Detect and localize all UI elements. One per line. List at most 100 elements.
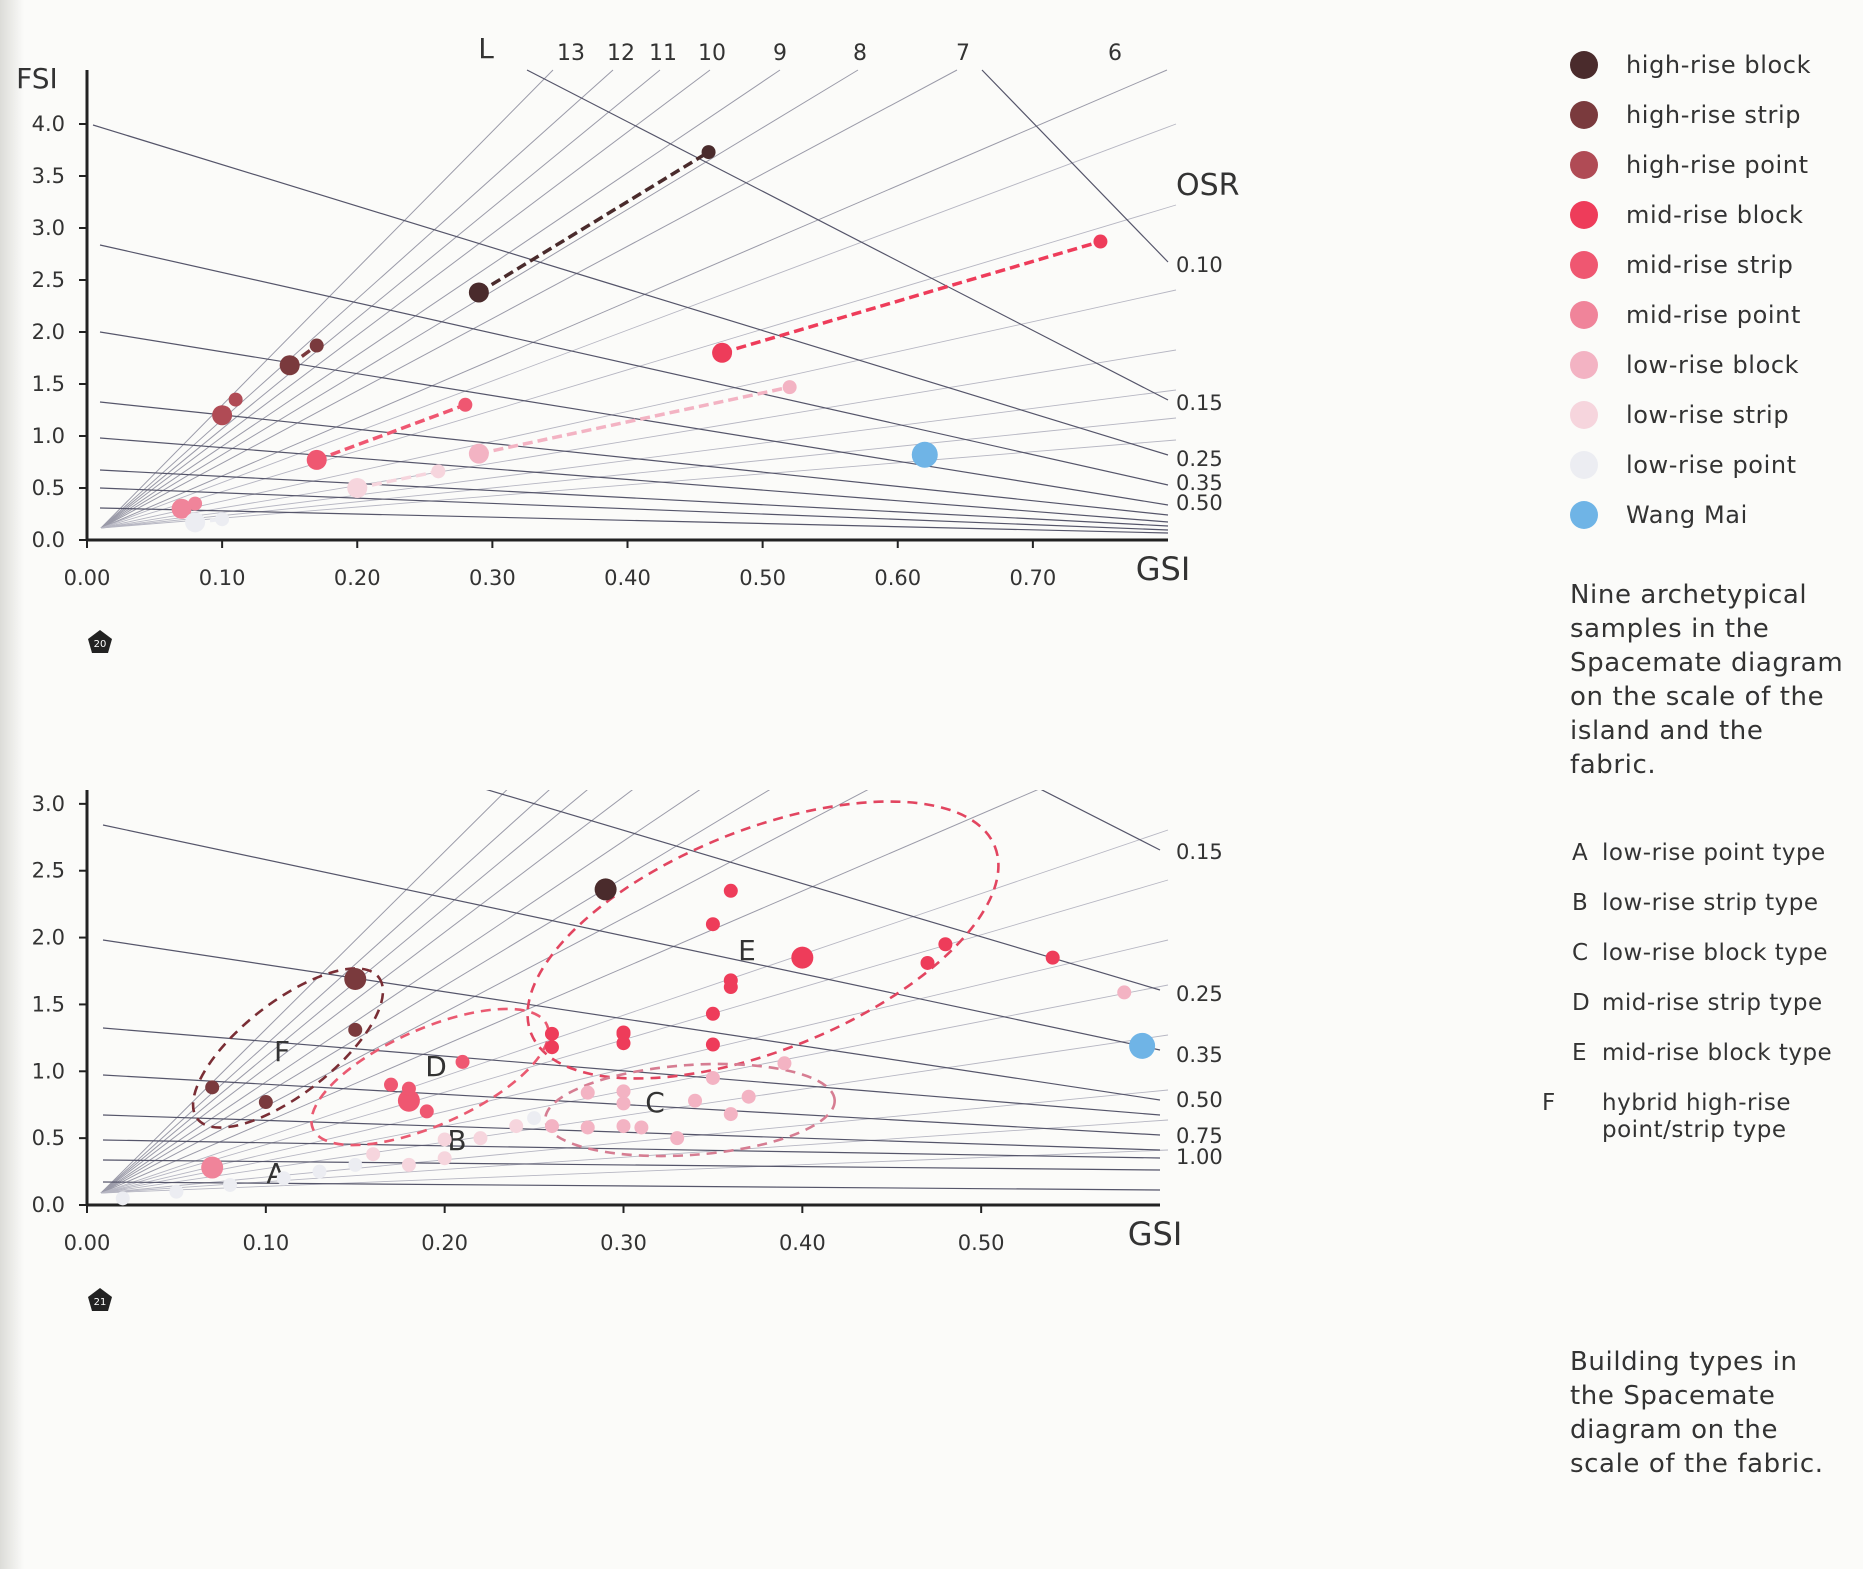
osr-line (102, 939, 1161, 1101)
osr-line (99, 331, 1169, 506)
data-point (705, 1037, 720, 1052)
x-tick-label: 0.10 (242, 1231, 289, 1255)
layer-line (100, 939, 1169, 1194)
data-point (911, 441, 938, 468)
data-point (1129, 1032, 1156, 1059)
layer-line (100, 123, 1177, 529)
data-point (705, 1006, 720, 1021)
data-point (455, 1054, 470, 1069)
osr-label: 0.25 (1176, 982, 1223, 1006)
layer-line (100, 790, 633, 1194)
data-point (276, 1171, 291, 1186)
osr-line (981, 69, 1169, 263)
legend-swatch (1570, 51, 1598, 79)
data-point (279, 355, 300, 376)
x-tick-label: 0.50 (739, 566, 786, 590)
x-tick-label: 0.30 (600, 1231, 647, 1255)
series-connector (316, 403, 466, 462)
legend-swatch (1570, 101, 1598, 129)
data-point (938, 937, 953, 952)
layer-line (100, 289, 1177, 529)
figure-badge-number: 21 (94, 1297, 107, 1308)
data-point (397, 1089, 420, 1112)
osr-line (92, 124, 1169, 456)
osr-line (99, 469, 1169, 527)
type-letter: C (1572, 940, 1589, 966)
data-point (223, 1177, 238, 1192)
osr-line (99, 244, 1169, 486)
osr-line (102, 1139, 1161, 1159)
data-point (468, 282, 489, 303)
data-point (401, 1157, 416, 1172)
x-tick-label: 0.20 (421, 1231, 468, 1255)
legend-item: mid-rise point (1570, 290, 1850, 340)
legend-item: low-rise strip (1570, 390, 1850, 440)
layer-label: 6 (1108, 41, 1122, 66)
legend-label: low-rise strip (1626, 401, 1790, 429)
data-point (723, 883, 738, 898)
data-point (437, 1132, 452, 1147)
data-point (723, 1107, 738, 1122)
layer-line (100, 417, 1177, 529)
legend-swatch (1570, 251, 1598, 279)
layer-line (100, 69, 781, 529)
layer-label: 11 (649, 41, 677, 66)
osr-label: 0.50 (1176, 491, 1223, 515)
data-point (705, 917, 720, 932)
type-letter: B (1572, 890, 1589, 916)
type-ellipse (526, 800, 1000, 1080)
osr-line (526, 69, 1169, 401)
data-point (309, 338, 324, 353)
page-binding-edge (0, 0, 24, 1569)
y-tick-label: 1.5 (32, 372, 65, 396)
data-point (782, 380, 797, 395)
legend-label: low-rise block (1626, 351, 1800, 379)
layer-line (100, 790, 701, 1194)
legend-swatch (1570, 151, 1598, 179)
osr-line (102, 1181, 1161, 1191)
osr-line (102, 824, 1161, 1051)
data-point (306, 449, 327, 470)
osr-label: 1.00 (1176, 1145, 1223, 1169)
data-point (580, 1120, 595, 1135)
layer-line (100, 829, 1169, 1194)
series-connector (478, 385, 791, 456)
type-label: low-rise block type (1602, 940, 1829, 966)
series-connector (721, 239, 1101, 355)
osr-line (99, 401, 1169, 516)
legend-item: low-rise point (1570, 440, 1850, 490)
x-tick-label: 0.30 (469, 566, 516, 590)
layer-axis-label: L (478, 32, 494, 65)
type-label: mid-rise block type (1602, 1040, 1833, 1066)
series-connector (356, 469, 439, 490)
data-point (185, 512, 206, 533)
data-point (580, 1085, 595, 1100)
type-ellipse (191, 967, 385, 1129)
legend-swatch (1570, 501, 1598, 529)
type-letter: E (1572, 1040, 1588, 1066)
layer-line (100, 349, 1177, 529)
caption-top: Nine archetypical samples in the Spacema… (1570, 580, 1844, 780)
type-label: B (447, 1124, 466, 1157)
osr-line (1040, 790, 1161, 851)
series-connector (477, 150, 710, 294)
osr-line (99, 437, 1169, 523)
y-tick-label: 0.0 (32, 1193, 65, 1217)
data-point (670, 1131, 685, 1146)
y-tick-label: 2.0 (32, 320, 65, 344)
caption-bottom: Building types in the Spacemate diagram … (1570, 1347, 1824, 1479)
x-tick-label: 0.60 (874, 566, 921, 590)
osr-line (99, 507, 1169, 534)
y-tick-label: 1.0 (32, 1059, 65, 1083)
data-point (544, 1040, 559, 1055)
legend-label: high-rise point (1626, 151, 1809, 179)
y-tick-label: 3.0 (32, 792, 65, 816)
layer-line (100, 69, 661, 529)
spacemate-chart-island: 13 12 11 10 9 8 7 6LOSR0.100.150.250.350.500.00… (16, 32, 1240, 653)
data-point (616, 1036, 631, 1051)
layer-label: 12 (607, 41, 635, 66)
data-point (634, 1120, 649, 1135)
